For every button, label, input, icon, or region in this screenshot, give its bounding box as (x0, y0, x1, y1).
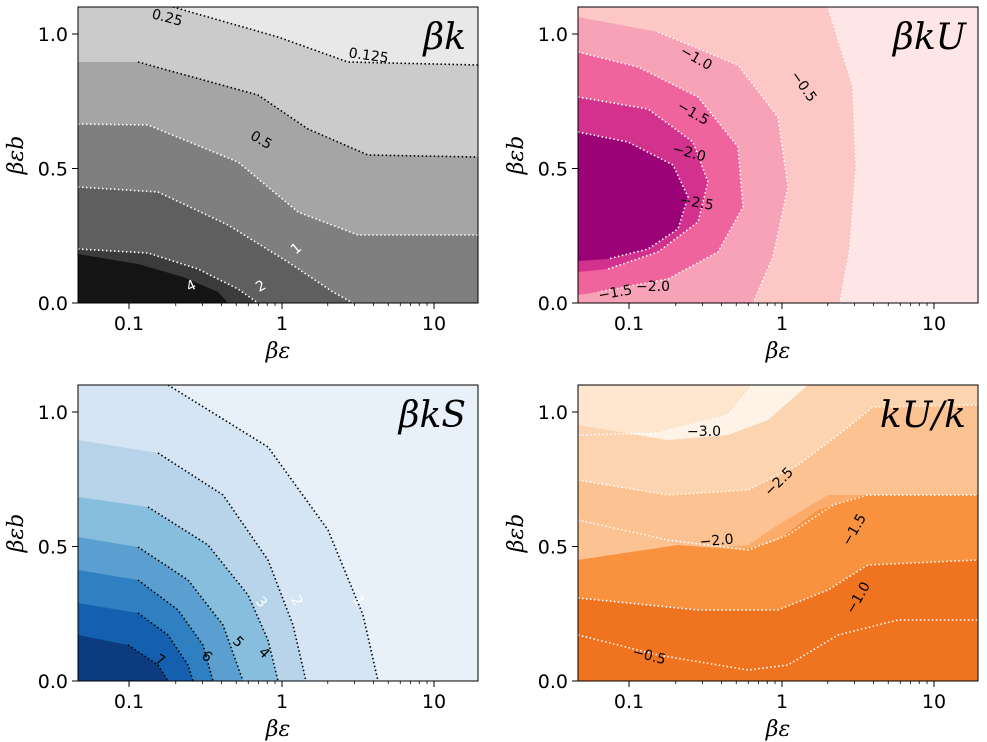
x-axis-label: βε (765, 717, 791, 742)
contour-line (578, 96, 709, 270)
contour-label: −3.0 (687, 424, 721, 440)
x-tick-label: 0.1 (114, 691, 144, 713)
y-tick-label: 0.0 (538, 671, 568, 693)
x-tick-label: 0.1 (114, 313, 144, 335)
contour-line (578, 385, 754, 436)
panel-title: βk (421, 17, 466, 58)
x-axis-label: βε (265, 717, 291, 742)
x-axis-label: βε (765, 339, 791, 364)
y-axis-label: βεb (504, 514, 529, 554)
contour-line (78, 186, 354, 303)
x-tick-label: 1 (776, 691, 788, 713)
contour-line (167, 385, 379, 681)
y-tick-label: 0.0 (38, 671, 68, 693)
x-tick-label: 1 (276, 313, 288, 335)
contour-band (578, 620, 978, 681)
contour-panel-2: −1.0−0.5−1.5−2.0−2.5−2.0−1.50.00.51.00.1… (504, 6, 979, 364)
x-tick-label: 0.1 (614, 691, 644, 713)
x-tick-label: 0.1 (614, 313, 644, 335)
contour-line (137, 546, 244, 681)
contour-line (137, 61, 478, 158)
contour-band (578, 385, 753, 435)
contour-band (78, 254, 228, 303)
y-tick-label: 0.5 (538, 537, 568, 559)
x-tick-label: 10 (422, 691, 446, 713)
contour-line (157, 452, 307, 681)
contour-line (127, 644, 169, 681)
y-tick-label: 0.5 (538, 159, 568, 181)
y-tick-label: 1.0 (38, 24, 68, 46)
contour-line (172, 7, 478, 66)
y-tick-label: 0.0 (38, 293, 68, 315)
y-axis-label: βεb (4, 514, 29, 554)
contour-label: −2.5 (679, 192, 715, 214)
contour-line (657, 31, 789, 303)
contour-band (578, 132, 688, 261)
contour-panel-4: −3.0−2.5−2.0 −1.5−1.0−0.5 0.0 0.5 1.0 0.1 1 10 β… (504, 384, 979, 742)
panel-title: βkU (891, 17, 968, 58)
contour-line (578, 494, 978, 551)
y-tick-label: 0.0 (538, 293, 568, 315)
y-tick-label: 1.0 (38, 402, 68, 424)
contour-label: 0.125 (348, 45, 390, 66)
contour-label: −1.5 (597, 282, 633, 304)
y-tick-label: 0.5 (38, 159, 68, 181)
panel-title: kU/k (880, 395, 966, 436)
contour-line (578, 51, 744, 293)
plot-area: −3.0−2.5−2.0 −1.5−1.0−0.5 (578, 385, 978, 681)
x-tick-label: 10 (922, 691, 946, 713)
x-tick-label: 1 (276, 691, 288, 713)
plot-frame (77, 6, 479, 304)
contour-band (78, 635, 168, 681)
y-tick-label: 0.5 (38, 537, 68, 559)
plot-area: −1.0−0.5−1.5−2.0−2.5−2.0−1.5 (578, 7, 978, 304)
y-axis-label: βεb (504, 136, 529, 176)
contour-line (578, 131, 689, 260)
contour-line (578, 559, 978, 611)
contour-label: −2.0 (636, 279, 670, 295)
contour-label: −2.0 (699, 532, 734, 551)
x-tick-label: 10 (922, 313, 946, 335)
y-tick-label: 1.0 (538, 24, 568, 46)
panel-title: βkS (397, 395, 466, 436)
contour-line (137, 579, 214, 681)
x-tick-label: 1 (776, 313, 788, 335)
x-tick-label: 10 (422, 313, 446, 335)
x-axis-label: βε (265, 339, 291, 364)
y-axis-label: βεb (4, 136, 29, 176)
plot-frame (77, 384, 479, 682)
y-tick-label: 1.0 (538, 402, 568, 424)
plot-frame (577, 6, 979, 304)
plot-frame (577, 384, 979, 682)
